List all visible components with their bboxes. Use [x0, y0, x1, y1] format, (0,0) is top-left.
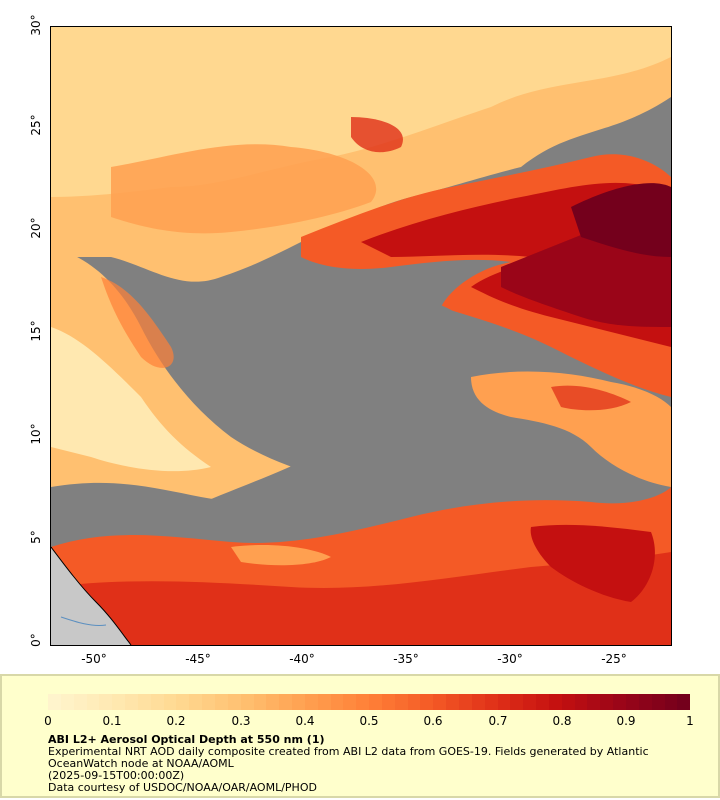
colorbar-swatch — [651, 694, 665, 710]
colorbar-swatch — [381, 694, 395, 710]
colorbar-swatch — [664, 694, 678, 710]
colorbar-swatch — [73, 694, 87, 710]
colorbar-swatch — [561, 694, 575, 710]
colorbar-swatch — [677, 694, 691, 710]
colorbar-tick-label: 0.3 — [231, 714, 251, 728]
aod-map[interactable] — [50, 26, 672, 646]
colorbar-swatch — [484, 694, 498, 710]
colorbar-swatch — [497, 694, 511, 710]
lat-tick-label: 15° — [29, 320, 43, 342]
colorbar-swatch — [317, 694, 331, 710]
colorbar-swatch — [407, 694, 421, 710]
colorbar-swatch — [304, 694, 318, 710]
colorbar-swatch — [587, 694, 601, 710]
lat-tick-label: 5° — [29, 530, 43, 544]
colorbar-tick-label: 0.7 — [488, 714, 508, 728]
colorbar-tick-label: 0.4 — [295, 714, 315, 728]
colorbar-swatch — [214, 694, 228, 710]
colorbar-swatch — [343, 694, 357, 710]
colorbar-swatch — [523, 694, 537, 710]
colorbar-swatch — [266, 694, 280, 710]
colorbar-swatch — [625, 694, 639, 710]
colorbar-swatch — [150, 694, 164, 710]
colorbar-swatch — [137, 694, 151, 710]
colorbar-swatch — [369, 694, 382, 710]
colorbar-swatch — [99, 694, 113, 710]
aod-map-image — [51, 27, 671, 645]
lat-tick-label: 25° — [29, 114, 43, 136]
colorbar-swatch — [227, 694, 241, 710]
lon-tick-label: -35° — [393, 652, 419, 666]
colorbar-swatch — [459, 694, 472, 710]
colorbar-swatch — [574, 694, 588, 710]
colorbar-swatch — [420, 694, 434, 710]
colorbar-swatch — [163, 694, 177, 710]
colorbar-tick-label: 0.1 — [102, 714, 122, 728]
colorbar-tick-label: 1 — [686, 714, 694, 728]
colorbar-swatch — [638, 694, 652, 710]
colorbar-tick-label: 0.8 — [552, 714, 572, 728]
colorbar-swatch — [433, 694, 447, 710]
colorbar-swatch — [613, 694, 626, 710]
lon-tick-label: -30° — [497, 652, 523, 666]
colorbar-tick-label: 0.2 — [166, 714, 186, 728]
colorbar-swatch — [536, 694, 549, 710]
colorbar-tick-label: 0.6 — [423, 714, 443, 728]
colorbar — [48, 694, 691, 710]
colorbar-swatch — [394, 694, 408, 710]
legend-panel: 0 0.1 0.2 0.3 0.4 0.5 0.6 0.7 0.8 0.9 1 … — [0, 674, 720, 798]
caption: ABI L2+ Aerosol Optical Depth at 550 nm … — [48, 734, 688, 794]
lon-tick-label: -25° — [601, 652, 627, 666]
lat-tick-label: 10° — [29, 423, 43, 445]
colorbar-swatch — [253, 694, 267, 710]
caption-title: ABI L2+ Aerosol Optical Depth at 550 nm … — [48, 733, 325, 746]
colorbar-swatch — [125, 694, 138, 710]
lat-tick-label: 20° — [29, 217, 43, 239]
colorbar-swatch — [471, 694, 485, 710]
colorbar-tick-label: 0.5 — [359, 714, 379, 728]
colorbar-swatch — [86, 694, 100, 710]
colorbar-swatch — [176, 694, 190, 710]
colorbar-swatch — [189, 694, 203, 710]
colorbar-swatch — [330, 694, 344, 710]
caption-credit: Data courtesy of USDOC/NOAA/OAR/AOML/PHO… — [48, 781, 317, 794]
colorbar-swatch — [112, 694, 126, 710]
lon-tick-label: -50° — [81, 652, 107, 666]
lat-tick-label: 30° — [29, 14, 43, 36]
lon-tick-label: -40° — [289, 652, 315, 666]
colorbar-swatch — [510, 694, 524, 710]
colorbar-swatch — [292, 694, 305, 710]
lon-tick-label: -45° — [185, 652, 211, 666]
colorbar-swatch — [202, 694, 215, 710]
colorbar-swatch — [600, 694, 614, 710]
colorbar-tick-label: 0 — [44, 714, 52, 728]
colorbar-swatch — [548, 694, 562, 710]
colorbar-swatch — [279, 694, 293, 710]
colorbar-swatch — [446, 694, 459, 710]
colorbar-swatch — [356, 694, 370, 710]
caption-date: (2025-09-15T00:00:00Z) — [48, 769, 185, 782]
colorbar-swatch — [60, 694, 74, 710]
colorbar-swatch — [48, 694, 61, 710]
lat-tick-label: 0° — [29, 633, 43, 647]
colorbar-tick-label: 0.9 — [616, 714, 636, 728]
caption-description: Experimental NRT AOD daily composite cre… — [48, 745, 649, 770]
colorbar-swatch — [240, 694, 254, 710]
